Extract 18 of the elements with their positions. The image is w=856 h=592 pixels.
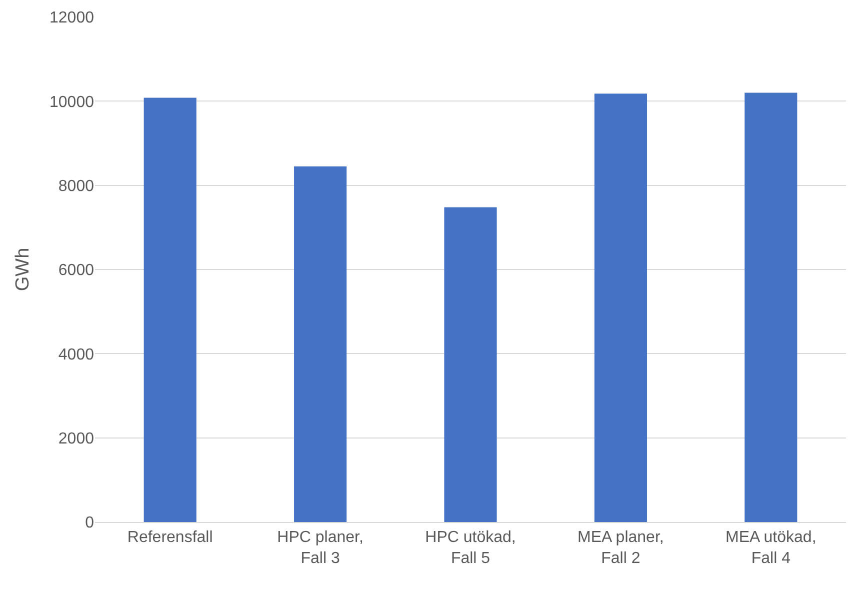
x-tick-label: Referensfall: [127, 529, 213, 546]
bar: [444, 207, 497, 522]
bar: [294, 166, 347, 522]
y-tick-label: 0: [85, 514, 94, 532]
y-tick-label: 6000: [58, 262, 94, 280]
y-tick-label: 12000: [50, 10, 94, 27]
y-tick-label: 4000: [58, 346, 94, 364]
y-tick-label: 2000: [58, 430, 94, 448]
x-tick-label: HPC planer, Fall 3: [277, 529, 364, 567]
bar: [744, 92, 798, 522]
bar: [594, 94, 647, 522]
x-tick-label: MEA utökad, Fall 4: [726, 529, 816, 567]
y-axis-title: GWh: [12, 248, 34, 292]
bar: [144, 98, 196, 522]
y-tick-label: 10000: [50, 94, 94, 111]
y-tick-label: 8000: [58, 178, 94, 195]
x-tick-label: HPC utökad, Fall 5: [425, 529, 516, 567]
x-tick-label: MEA planer, Fall 2: [578, 529, 664, 567]
